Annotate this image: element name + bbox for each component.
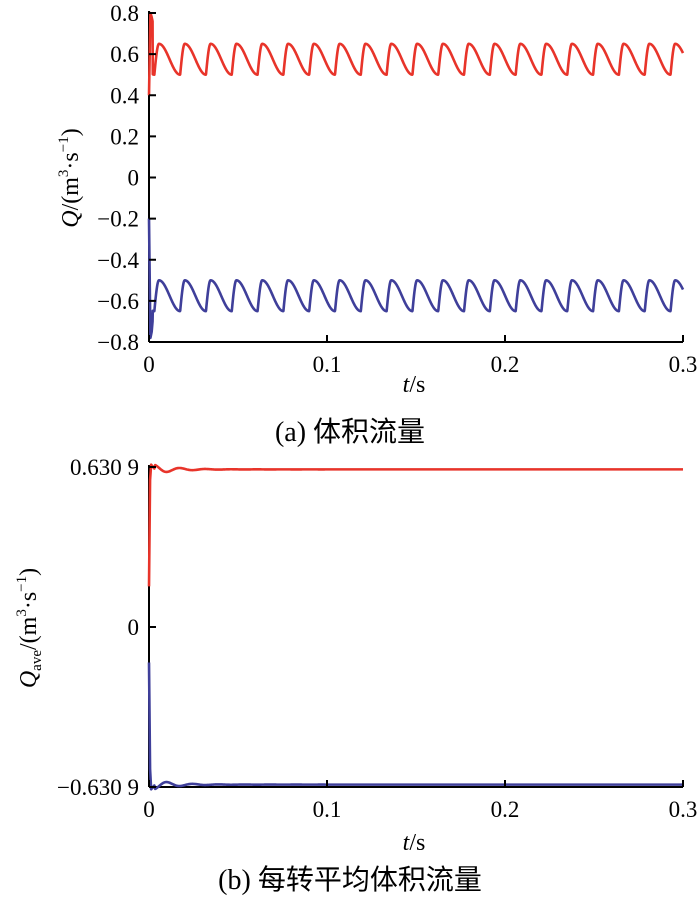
chart-a-y-tick-label: −0.6 bbox=[97, 289, 139, 314]
chart-b-x-tick-label: 0 bbox=[143, 797, 155, 822]
chart-b-x-tick-label: 0.3 bbox=[669, 797, 698, 822]
chart-a-xlabel: t/s bbox=[403, 372, 426, 398]
chart-a-y-tick-label: 0.4 bbox=[110, 83, 139, 108]
chart-a-series-red-line bbox=[147, 11, 685, 96]
chart-a-ylabel: Q/(m3·s−1) bbox=[56, 128, 84, 227]
chart-b-x-tick-label: 0.2 bbox=[491, 797, 520, 822]
chart-a-x-tick-label: 0.1 bbox=[313, 352, 342, 377]
chart-a-x-tick-label: 0.2 bbox=[491, 352, 520, 377]
chart-a-x-tick-label: 0.3 bbox=[669, 352, 698, 377]
chart-a-y-tick-label: −0.8 bbox=[97, 330, 139, 355]
chart-a-y-tick-label: 0.6 bbox=[110, 42, 139, 67]
chart-b-y-tick-label: 0 bbox=[128, 615, 140, 640]
chart-b-y-tick-label: 0.630 9 bbox=[70, 455, 139, 480]
chart-a-plot-area bbox=[148, 11, 683, 343]
chart-b-x-tick-label: 0.1 bbox=[313, 797, 342, 822]
chart-a-y-tick-label: 0 bbox=[128, 166, 140, 191]
chart-a-series bbox=[147, 11, 685, 340]
chart-a-ticks: −0.8 −0.6 −0.4 −0.2 0 0.2 0.4 0.6 0.8 0 0.1 0.2 0.3 bbox=[97, 1, 697, 377]
chart-b-caption: (b) 每转平均体积流量 bbox=[218, 865, 482, 896]
chart-a-caption: (a) 体积流量 bbox=[274, 417, 426, 448]
chart-b-ticks: −0.630 900.630 90 0.1 0.2 0.3 bbox=[57, 455, 697, 822]
chart-a-y-tick-label: 0.8 bbox=[110, 1, 139, 26]
chart-a-y-tick-label: −0.4 bbox=[97, 248, 139, 273]
chart-a: −0.8−0.6−0.4−0.200.20.40.60.80 0.1 0.2 0.3 … bbox=[56, 1, 697, 398]
chart-b-y-tick-label: −0.630 9 bbox=[57, 775, 139, 800]
chart-b-plot-area bbox=[148, 465, 683, 788]
chart-b: −0.630 900.630 90 0.1 0.2 0.3 Qave/(m3·s−1)… bbox=[14, 455, 697, 856]
chart-b-ylabel: Qave/(m3·s−1) bbox=[14, 568, 45, 688]
chart-a-y-tick-label: 0.2 bbox=[110, 124, 139, 149]
chart-b-series bbox=[147, 463, 684, 791]
chart-a-series-blue-line bbox=[147, 218, 685, 340]
chart-b-series-red-line bbox=[147, 463, 684, 587]
chart-b-series-blue-line bbox=[147, 662, 684, 791]
chart-a-x-tick-label: 0 bbox=[143, 352, 155, 377]
chart-b-xlabel: t/s bbox=[403, 830, 426, 856]
chart-a-y-tick-label: −0.2 bbox=[97, 207, 139, 232]
